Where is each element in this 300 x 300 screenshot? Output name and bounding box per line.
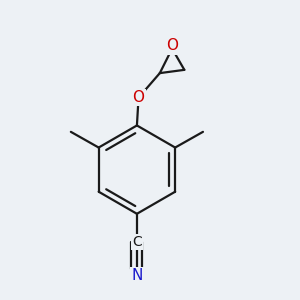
Text: C: C	[132, 235, 142, 249]
Text: N: N	[131, 268, 142, 283]
Text: O: O	[166, 38, 178, 53]
Text: O: O	[133, 90, 145, 105]
